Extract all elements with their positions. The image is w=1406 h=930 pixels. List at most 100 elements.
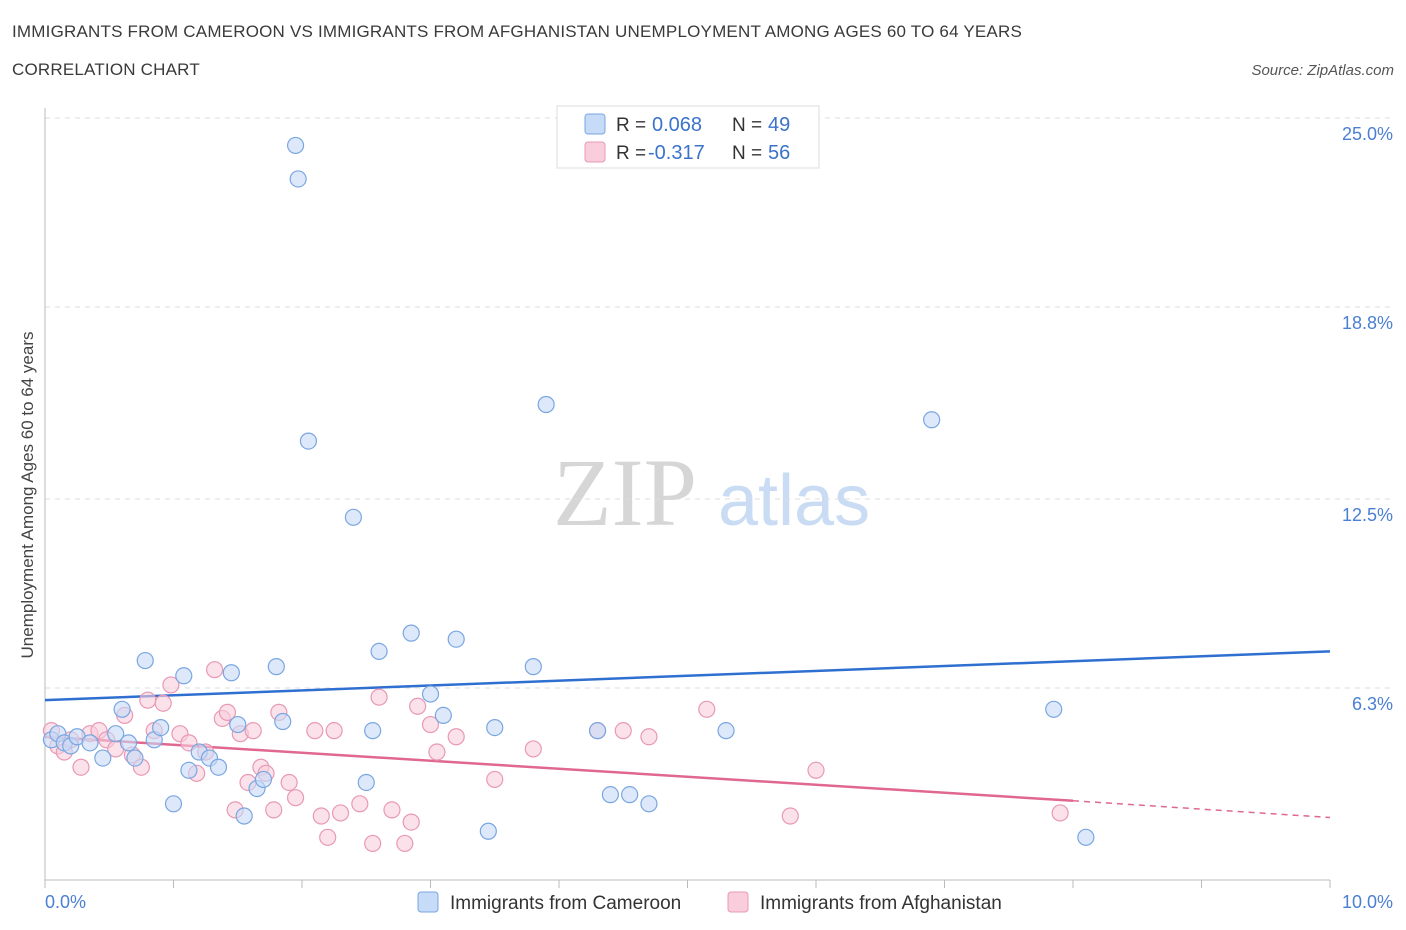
legend-n-value-cameroon: 49 bbox=[768, 114, 790, 136]
y-tick-label: 12.5% bbox=[1342, 505, 1393, 525]
point-cameroon bbox=[537, 395, 555, 414]
point-afghanistan bbox=[286, 789, 305, 807]
bottom-legend-label-afghanistan: Immigrants from Afghanistan bbox=[760, 893, 1002, 914]
point-afghanistan bbox=[447, 728, 465, 746]
point-cameroon bbox=[229, 715, 247, 734]
source-note: Source: ZipAtlas.com bbox=[1251, 62, 1394, 79]
legend-top: R = 0.068 N = 49 R = -0.317 N = 56 bbox=[556, 105, 820, 169]
legend-swatch-cameroon bbox=[584, 113, 606, 135]
legend-r-value-afghanistan: -0.317 bbox=[648, 142, 705, 164]
point-cameroon bbox=[254, 770, 273, 789]
legend-r-label-afghanistan: R = bbox=[616, 143, 646, 164]
point-afghanistan bbox=[781, 807, 799, 825]
point-cameroon bbox=[1077, 828, 1095, 846]
point-cameroon bbox=[601, 786, 620, 804]
point-cameroon bbox=[289, 170, 307, 188]
point-afghanistan bbox=[154, 694, 172, 712]
trend-lines bbox=[44, 650, 1331, 819]
point-cameroon bbox=[107, 725, 125, 743]
point-cameroon bbox=[717, 722, 735, 740]
point-afghanistan bbox=[280, 773, 298, 792]
point-cameroon bbox=[235, 807, 253, 825]
point-cameroon bbox=[447, 630, 465, 648]
point-cameroon bbox=[119, 734, 138, 752]
point-cameroon bbox=[267, 658, 285, 676]
point-cameroon bbox=[180, 761, 198, 779]
point-afghanistan bbox=[409, 697, 427, 715]
point-afghanistan bbox=[331, 804, 350, 822]
legend-n-value-afghanistan: 56 bbox=[768, 142, 790, 164]
bottom-legend-label-cameroon: Immigrants from Cameroon bbox=[450, 893, 681, 914]
trend-line-cameroon bbox=[44, 650, 1331, 702]
point-afghanistan bbox=[244, 722, 262, 740]
data-points bbox=[42, 136, 1095, 853]
point-cameroon bbox=[113, 700, 131, 718]
bottom-legend-swatch-afghanistan bbox=[727, 891, 749, 913]
point-cameroon bbox=[81, 734, 99, 752]
point-cameroon bbox=[286, 136, 305, 155]
grid-lines bbox=[45, 117, 1395, 689]
point-afghanistan bbox=[807, 761, 825, 779]
watermark-atlas: atlas bbox=[718, 461, 870, 541]
point-afghanistan bbox=[364, 834, 382, 853]
point-cameroon bbox=[222, 664, 240, 682]
point-afghanistan bbox=[319, 828, 337, 846]
legend-r-label-cameroon: R = bbox=[616, 115, 646, 136]
point-cameroon bbox=[923, 411, 941, 429]
point-afghanistan bbox=[524, 740, 542, 758]
point-afghanistan bbox=[486, 770, 504, 789]
point-afghanistan bbox=[312, 807, 330, 825]
point-afghanistan bbox=[218, 703, 237, 721]
point-afghanistan bbox=[72, 758, 90, 776]
point-cameroon bbox=[152, 718, 170, 737]
trend-line-afghanistan bbox=[44, 735, 1074, 802]
point-cameroon bbox=[357, 773, 375, 792]
point-afghanistan bbox=[396, 834, 414, 853]
legend-n-label-cameroon: N = bbox=[732, 115, 762, 136]
point-afghanistan bbox=[428, 743, 446, 761]
y-tick-labels: 6.3% 12.5% 18.8% 25.0% bbox=[1342, 124, 1393, 714]
point-cameroon bbox=[274, 712, 292, 731]
point-cameroon bbox=[486, 718, 504, 737]
point-cameroon bbox=[299, 432, 318, 450]
point-cameroon bbox=[434, 706, 452, 725]
point-afghanistan bbox=[265, 801, 283, 819]
point-afghanistan bbox=[640, 728, 658, 746]
point-cameroon bbox=[164, 795, 183, 813]
point-cameroon bbox=[479, 822, 497, 840]
legend-bottom: Immigrants from Cameroon Immigrants from… bbox=[417, 891, 1002, 914]
point-cameroon bbox=[421, 685, 440, 703]
point-cameroon bbox=[209, 758, 228, 776]
x-tick-label-min: 0.0% bbox=[45, 892, 86, 912]
point-cameroon bbox=[136, 651, 154, 670]
point-afghanistan bbox=[1051, 804, 1069, 822]
point-cameroon bbox=[344, 508, 362, 526]
legend-r-value-cameroon: 0.068 bbox=[652, 114, 702, 136]
point-afghanistan bbox=[614, 722, 632, 740]
point-afghanistan bbox=[162, 676, 180, 694]
point-afghanistan bbox=[325, 722, 343, 740]
point-cameroon bbox=[175, 667, 193, 685]
point-afghanistan bbox=[698, 700, 716, 718]
y-tick-label: 18.8% bbox=[1342, 313, 1393, 333]
x-tick-label-max: 10.0% bbox=[1342, 892, 1393, 912]
point-cameroon bbox=[524, 658, 542, 676]
point-cameroon bbox=[370, 642, 388, 661]
point-afghanistan bbox=[351, 795, 369, 813]
bottom-legend-swatch-cameroon bbox=[417, 891, 439, 913]
point-cameroon bbox=[126, 749, 144, 767]
point-cameroon bbox=[364, 722, 382, 740]
point-afghanistan bbox=[139, 691, 157, 709]
axes bbox=[44, 108, 1331, 888]
point-afghanistan bbox=[383, 801, 401, 819]
trend-line-afghanistan-extension bbox=[1072, 800, 1331, 819]
y-tick-label: 6.3% bbox=[1352, 694, 1393, 714]
y-axis-label: Unemployment Among Ages 60 to 64 years bbox=[18, 332, 37, 659]
point-cameroon bbox=[402, 624, 420, 642]
watermark-zip: ZIP bbox=[553, 439, 697, 546]
legend-swatch-afghanistan bbox=[584, 141, 606, 163]
point-afghanistan bbox=[306, 722, 324, 740]
chart-title: IMMIGRANTS FROM CAMEROON VS IMMIGRANTS F… bbox=[12, 22, 1022, 41]
point-afghanistan bbox=[370, 688, 388, 706]
